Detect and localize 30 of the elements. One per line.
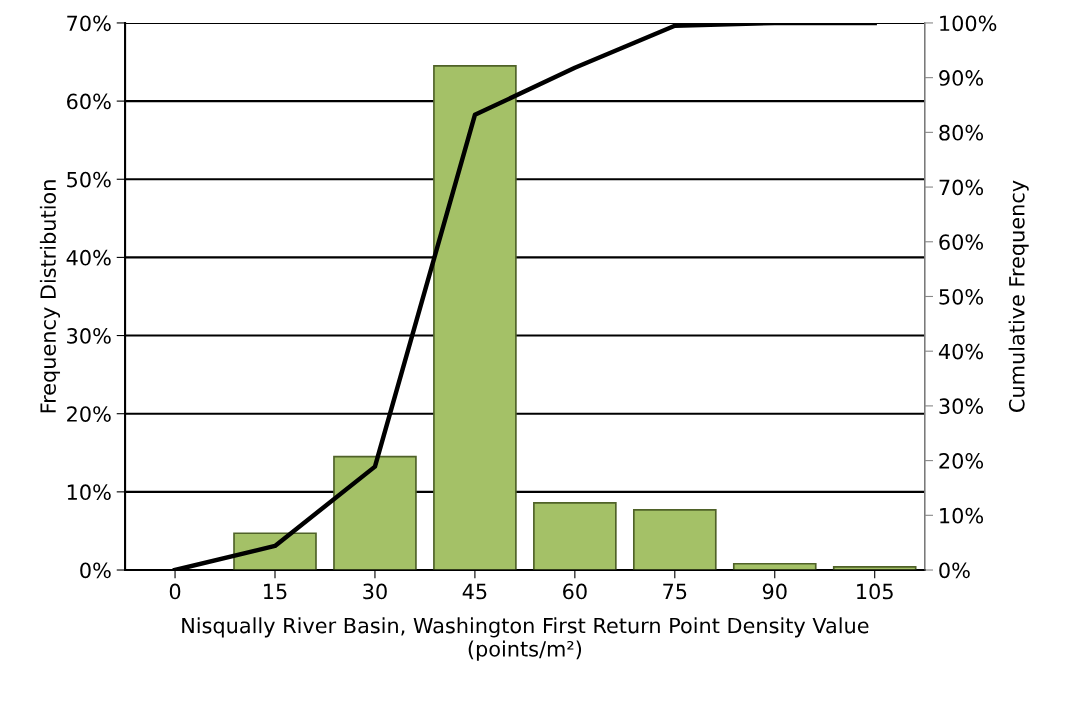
y2-tick-label: 90% (939, 70, 984, 86)
y-tick-label: 20% (67, 406, 111, 422)
y2-tick-label: 80% (939, 124, 984, 141)
y2-tick-label: 40% (938, 343, 984, 360)
x-tick-label: 30 (363, 583, 387, 600)
x-tick-label: 0 (169, 583, 181, 600)
y-tick-label: 10% (67, 484, 111, 501)
y2-tick-label: 60% (939, 234, 984, 250)
y2-tick-label: 100% (940, 15, 997, 32)
x-tick-label: 90 (762, 583, 787, 600)
y2-axis-title: Cumulative Frequency (1008, 180, 1029, 412)
y-tick-label: 30% (67, 328, 111, 344)
x-tick-label: 60 (563, 583, 587, 600)
x-tick-label: 45 (462, 583, 487, 600)
y2-tick-label: 30% (939, 398, 984, 415)
y-axis-title: Frequency Distribution (39, 180, 61, 413)
x-tick-label: 105 (857, 583, 893, 600)
y-tick-label: 50% (67, 171, 111, 188)
y-tick-label: 0% (80, 562, 111, 579)
x-tick-label: 15 (264, 583, 287, 600)
y2-tick-label: 70% (939, 179, 984, 196)
y2-tick-label: 20% (939, 453, 984, 469)
y2-tick-label: 50% (939, 288, 984, 305)
x-tick-label: 75 (663, 583, 687, 600)
y-tick-label: 70% (67, 15, 111, 32)
y-tick-label: 60% (67, 93, 111, 110)
y-tick-label: 40% (66, 249, 111, 266)
y2-tick-label: 0% (939, 562, 970, 579)
x-axis-title: Nisqually River Basin, Washington First Return Point Density Value (points/m²) (182, 617, 869, 661)
y2-tick-label: 10% (940, 507, 984, 524)
